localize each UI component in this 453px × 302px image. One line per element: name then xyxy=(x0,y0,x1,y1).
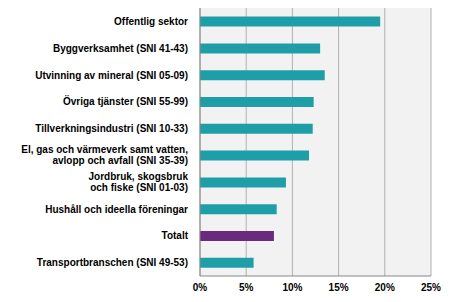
svg-text:10%: 10% xyxy=(282,282,302,293)
svg-text:Transportbranschen (SNI 49-53): Transportbranschen (SNI 49-53) xyxy=(37,257,188,268)
svg-text:25%: 25% xyxy=(421,282,441,293)
svg-text:5%: 5% xyxy=(239,282,254,293)
svg-text:El, gas och värmeverk samt vat: El, gas och värmeverk samt vatten,avlopp… xyxy=(21,144,188,166)
svg-text:20%: 20% xyxy=(375,282,395,293)
svg-text:Hushåll och ideella föreningar: Hushåll och ideella föreningar xyxy=(45,204,188,215)
svg-text:Övriga tjänster (SNI 55-99): Övriga tjänster (SNI 55-99) xyxy=(63,95,188,107)
svg-text:Offentlig sektor: Offentlig sektor xyxy=(114,16,188,27)
svg-text:Tillverkningsindustri (SNI 10-: Tillverkningsindustri (SNI 10-33) xyxy=(35,123,188,134)
svg-text:Byggverksamhet (SNI 41-43): Byggverksamhet (SNI 41-43) xyxy=(53,43,188,54)
svg-text:Totalt: Totalt xyxy=(162,230,189,241)
svg-text:0%: 0% xyxy=(193,282,208,293)
svg-text:Utvinning av mineral (SNI 05-0: Utvinning av mineral (SNI 05-09) xyxy=(35,70,188,81)
svg-text:Jordbruk, skogsbrukoch fiske (: Jordbruk, skogsbrukoch fiske (SNI 01-03) xyxy=(89,171,189,193)
svg-text:15%: 15% xyxy=(329,282,349,293)
